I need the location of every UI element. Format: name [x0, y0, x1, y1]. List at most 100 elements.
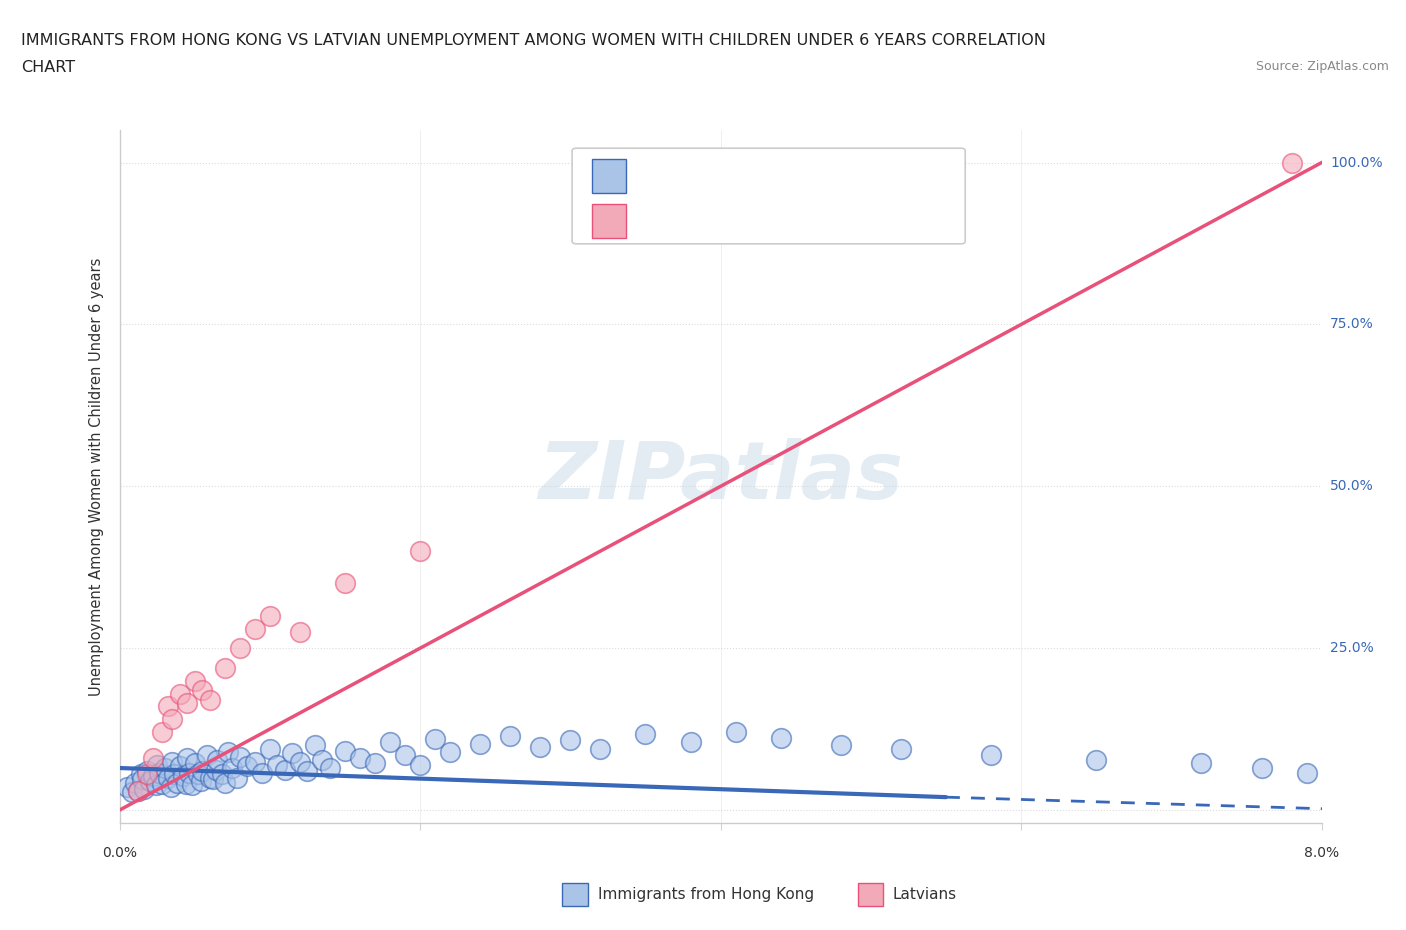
- Immigrants from Hong Kong: [138, 774, 160, 789]
- Latvians: [150, 725, 173, 740]
- Immigrants from Hong Kong: [162, 767, 184, 782]
- Immigrants from Hong Kong: [187, 767, 209, 782]
- Latvians: [169, 686, 191, 701]
- Immigrants from Hong Kong: [980, 748, 1002, 763]
- Latvians: [333, 576, 356, 591]
- Text: IMMIGRANTS FROM HONG KONG VS LATVIAN UNEMPLOYMENT AMONG WOMEN WITH CHILDREN UNDE: IMMIGRANTS FROM HONG KONG VS LATVIAN UNE…: [21, 33, 1046, 47]
- Immigrants from Hong Kong: [142, 769, 165, 784]
- Immigrants from Hong Kong: [159, 780, 181, 795]
- Latvians: [156, 699, 179, 714]
- Latvians: [288, 625, 311, 640]
- Text: 77: 77: [806, 168, 828, 184]
- Immigrants from Hong Kong: [225, 770, 247, 785]
- Immigrants from Hong Kong: [156, 770, 179, 785]
- Immigrants from Hong Kong: [153, 761, 176, 776]
- Immigrants from Hong Kong: [201, 772, 224, 787]
- Immigrants from Hong Kong: [132, 782, 155, 797]
- Text: 0.0%: 0.0%: [103, 845, 136, 859]
- Immigrants from Hong Kong: [121, 785, 143, 800]
- Immigrants from Hong Kong: [180, 778, 202, 793]
- Text: ZIPatlas: ZIPatlas: [538, 438, 903, 515]
- Immigrants from Hong Kong: [439, 744, 461, 759]
- Text: 100.0%: 100.0%: [1330, 155, 1382, 169]
- Immigrants from Hong Kong: [129, 767, 152, 782]
- Text: 19: 19: [806, 214, 828, 229]
- Immigrants from Hong Kong: [1295, 765, 1317, 780]
- Immigrants from Hong Kong: [288, 754, 311, 769]
- Immigrants from Hong Kong: [131, 772, 153, 787]
- Immigrants from Hong Kong: [499, 728, 522, 743]
- Immigrants from Hong Kong: [560, 733, 582, 748]
- Immigrants from Hong Kong: [214, 776, 236, 790]
- Text: Source: ZipAtlas.com: Source: ZipAtlas.com: [1256, 60, 1389, 73]
- Text: R =: R =: [641, 214, 676, 229]
- Immigrants from Hong Kong: [124, 776, 146, 790]
- Latvians: [409, 544, 432, 559]
- Immigrants from Hong Kong: [166, 776, 188, 790]
- Immigrants from Hong Kong: [259, 741, 281, 756]
- Immigrants from Hong Kong: [115, 780, 138, 795]
- Immigrants from Hong Kong: [266, 757, 288, 772]
- Immigrants from Hong Kong: [191, 764, 214, 778]
- Latvians: [259, 608, 281, 623]
- Text: 0.961: 0.961: [686, 214, 742, 229]
- Text: 8.0%: 8.0%: [1305, 845, 1339, 859]
- Immigrants from Hong Kong: [281, 746, 304, 761]
- Immigrants from Hong Kong: [177, 765, 200, 780]
- Immigrants from Hong Kong: [679, 735, 702, 750]
- Immigrants from Hong Kong: [148, 765, 170, 780]
- Immigrants from Hong Kong: [228, 750, 252, 764]
- Immigrants from Hong Kong: [160, 754, 183, 769]
- Immigrants from Hong Kong: [146, 757, 169, 772]
- Immigrants from Hong Kong: [1085, 752, 1108, 767]
- Y-axis label: Unemployment Among Women with Children Under 6 years: Unemployment Among Women with Children U…: [89, 258, 104, 696]
- Latvians: [198, 693, 221, 708]
- Latvians: [142, 751, 165, 765]
- Immigrants from Hong Kong: [172, 769, 194, 784]
- Immigrants from Hong Kong: [127, 783, 149, 798]
- Immigrants from Hong Kong: [174, 777, 197, 791]
- Immigrants from Hong Kong: [169, 759, 191, 774]
- Immigrants from Hong Kong: [1250, 761, 1272, 776]
- Immigrants from Hong Kong: [243, 754, 266, 769]
- Immigrants from Hong Kong: [349, 751, 371, 765]
- Immigrants from Hong Kong: [724, 725, 747, 740]
- Immigrants from Hong Kong: [150, 777, 173, 791]
- Latvians: [176, 696, 198, 711]
- Immigrants from Hong Kong: [468, 737, 492, 751]
- Latvians: [191, 683, 214, 698]
- Immigrants from Hong Kong: [145, 778, 167, 793]
- Text: 50.0%: 50.0%: [1330, 479, 1374, 493]
- Text: 25.0%: 25.0%: [1330, 641, 1374, 656]
- Immigrants from Hong Kong: [190, 774, 212, 789]
- Text: -0.411: -0.411: [686, 168, 744, 184]
- Latvians: [160, 712, 183, 727]
- Immigrants from Hong Kong: [830, 737, 852, 752]
- Immigrants from Hong Kong: [634, 726, 657, 741]
- Immigrants from Hong Kong: [589, 741, 612, 756]
- Immigrants from Hong Kong: [135, 764, 157, 778]
- Immigrants from Hong Kong: [529, 739, 551, 754]
- Immigrants from Hong Kong: [183, 756, 205, 771]
- Immigrants from Hong Kong: [769, 730, 792, 745]
- Immigrants from Hong Kong: [297, 764, 319, 778]
- Immigrants from Hong Kong: [423, 731, 446, 746]
- Immigrants from Hong Kong: [1189, 756, 1212, 771]
- Immigrants from Hong Kong: [217, 744, 239, 759]
- Immigrants from Hong Kong: [198, 770, 221, 785]
- Text: Latvians: Latvians: [893, 887, 957, 902]
- Immigrants from Hong Kong: [204, 763, 226, 777]
- Text: R =: R =: [641, 168, 676, 184]
- Latvians: [1281, 155, 1303, 170]
- Immigrants from Hong Kong: [311, 752, 333, 767]
- Immigrants from Hong Kong: [378, 735, 401, 750]
- Latvians: [135, 767, 157, 782]
- Text: Immigrants from Hong Kong: Immigrants from Hong Kong: [598, 887, 814, 902]
- Immigrants from Hong Kong: [252, 765, 274, 780]
- Immigrants from Hong Kong: [274, 763, 297, 777]
- Immigrants from Hong Kong: [304, 737, 326, 752]
- Immigrants from Hong Kong: [195, 748, 218, 763]
- Immigrants from Hong Kong: [221, 761, 243, 776]
- Immigrants from Hong Kong: [394, 748, 416, 763]
- Latvians: [228, 641, 252, 656]
